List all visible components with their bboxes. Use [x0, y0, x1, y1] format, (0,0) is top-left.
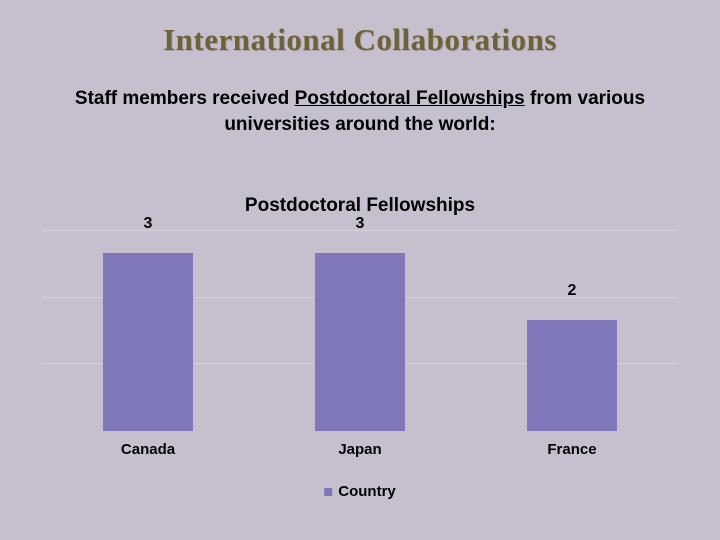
slide: International Collaborations Staff membe… — [0, 0, 720, 540]
subtitle-emphasis: Postdoctoral Fellowships — [295, 88, 525, 109]
chart-title: Postdoctoral Fellowships — [42, 195, 678, 217]
subtitle-prefix: Staff members received — [75, 88, 295, 109]
chart-category-label: France — [547, 441, 596, 458]
legend-swatch-icon — [324, 488, 332, 496]
chart-legend: Country — [324, 483, 396, 500]
chart-value-label: 3 — [356, 215, 365, 233]
chart-bar — [527, 320, 616, 431]
chart-plot-area: 3Canada3Japan2FranceCountry — [42, 231, 678, 431]
page-title: International Collaborations — [0, 0, 720, 58]
chart-category-label: Japan — [338, 441, 381, 458]
subtitle: Staff members received Postdoctoral Fell… — [48, 86, 672, 137]
chart-bar — [315, 253, 404, 431]
legend-label: Country — [338, 483, 396, 500]
chart-value-label: 3 — [144, 215, 153, 233]
chart-region: Postdoctoral Fellowships 3Canada3Japan2F… — [42, 195, 678, 518]
chart-bar — [103, 253, 192, 431]
chart-category-label: Canada — [121, 441, 175, 458]
chart-value-label: 2 — [568, 282, 577, 300]
